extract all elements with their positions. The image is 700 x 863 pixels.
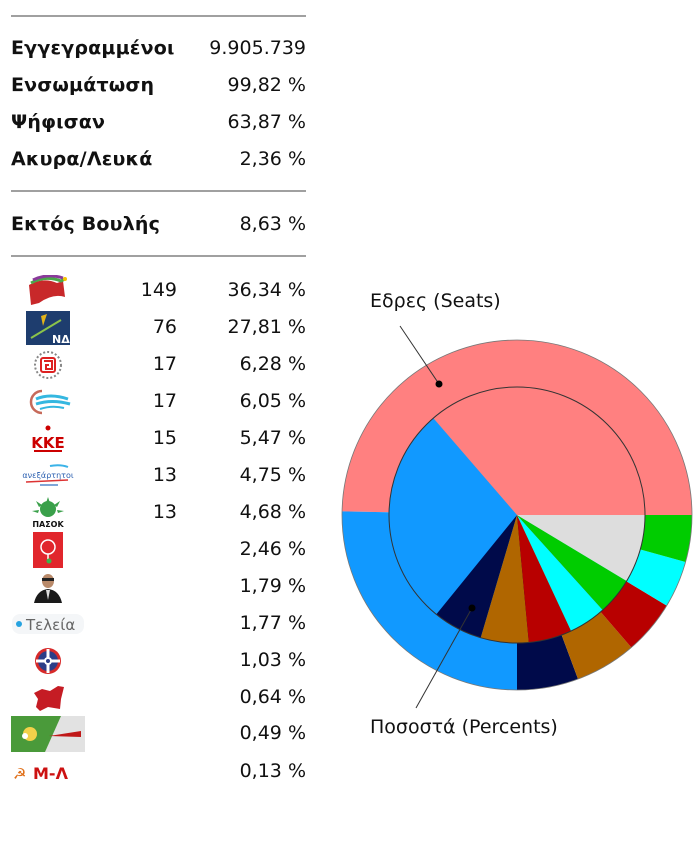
registered-voters-row: Εγγεγραμμένοι 9.905.739: [11, 33, 306, 63]
party-row: ΠΑΣΟΚ 13 4,68 %: [11, 496, 306, 530]
pie-slice: [480, 515, 529, 643]
pie-slice: [517, 515, 627, 610]
party-percent: 2,46 %: [239, 538, 306, 560]
party-percent: 4,75 %: [239, 464, 306, 486]
pie-slice: [433, 387, 646, 515]
outer-circle-outline: [341, 339, 693, 691]
seats-leader-dot: [435, 380, 443, 388]
party-percent: 5,47 %: [239, 427, 306, 449]
pie-slice: [436, 515, 517, 638]
percents-label: Ποσοστά (Percents): [370, 716, 558, 738]
party-row: 1,79 %: [11, 570, 306, 604]
party-percent: 6,05 %: [239, 390, 306, 412]
seats-label: Εδρες (Seats): [370, 290, 501, 312]
svg-text:☭: ☭: [13, 765, 26, 783]
party-percent: 0,13 %: [239, 760, 306, 782]
party-seats: 13: [152, 501, 177, 523]
svg-text:Μ-Λ: Μ-Λ: [33, 764, 69, 783]
party-percent: 0,64 %: [239, 686, 306, 708]
stat-value: 99,82 %: [227, 74, 307, 96]
party-row: ανεξάρτητοι 13 4,75 %: [11, 459, 306, 493]
svg-text:ΝΔ: ΝΔ: [52, 333, 70, 346]
invalid-blank-row: Ακυρα/Λευκά 2,36 %: [11, 144, 306, 174]
pasok-logo-icon: ΠΑΣΟΚ: [11, 496, 85, 530]
portrait-logo-icon: [11, 570, 85, 604]
red-map-logo-icon: [11, 681, 85, 715]
kidiso-logo-icon: [11, 532, 85, 568]
seats-percent-chart: Εδρες (Seats) Ποσοστά (Percents): [330, 270, 700, 770]
party-seats: 13: [152, 464, 177, 486]
party-seats: 76: [152, 316, 177, 338]
party-seats: 15: [152, 427, 177, 449]
svg-text:ΠΑΣΟΚ: ΠΑΣΟΚ: [32, 520, 64, 529]
party-percent: 1,77 %: [239, 612, 306, 634]
party-row: 2,46 %: [11, 532, 306, 568]
party-row: Τελεία 1,77 %: [11, 607, 306, 641]
stat-label: Εκτός Βουλής: [11, 213, 161, 235]
syriza-logo-icon: [11, 274, 85, 308]
party-row: 1,03 %: [11, 644, 306, 678]
pie-slice: [517, 515, 603, 632]
divider-bottom: [11, 255, 306, 257]
potami-logo-icon: [11, 385, 85, 419]
svg-text:Τελεία: Τελεία: [25, 616, 75, 634]
party-seats: 149: [140, 279, 177, 301]
svg-text:ανεξάρτητοι: ανεξάρτητοι: [22, 471, 73, 480]
nd-logo-icon: ΝΔ: [11, 311, 85, 346]
pie-slice: [517, 515, 572, 643]
stat-value: 8,63 %: [239, 213, 306, 235]
svg-text:ΚΚΕ: ΚΚΕ: [31, 434, 65, 452]
party-row: ΚΚΕ 15 5,47 %: [11, 422, 306, 456]
anel-logo-icon: ανεξάρτητοι: [11, 459, 85, 493]
party-row: 17 6,05 %: [11, 385, 306, 419]
party-row: 17 6,28 %: [11, 348, 306, 382]
percents-leader-dot: [468, 604, 476, 612]
pie-slice: [388, 418, 517, 615]
party-percent: 1,03 %: [239, 649, 306, 671]
party-row: 0,64 %: [11, 681, 306, 715]
party-row: ☭ Μ-Λ 0,13 %: [11, 755, 306, 789]
party-percent: 4,68 %: [239, 501, 306, 523]
stat-value: 2,36 %: [239, 148, 306, 170]
inner-circle-outline: [388, 386, 646, 644]
green-flag-logo-icon: [11, 716, 85, 752]
party-seats: 17: [152, 390, 177, 412]
stat-label: Εγγεγραμμένοι: [11, 37, 175, 59]
golden-dawn-logo-icon: [11, 348, 85, 382]
nested-pie-chart: [341, 325, 693, 709]
divider-top: [11, 15, 306, 17]
ml-kke-logo-icon: ☭ Μ-Λ: [11, 755, 85, 789]
seats-leader-line: [399, 325, 440, 385]
stat-label: Ενσωμάτωση: [11, 74, 155, 96]
party-percent: 27,81 %: [227, 316, 307, 338]
party-percent: 36,34 %: [227, 279, 307, 301]
stat-value: 9.905.739: [209, 37, 306, 59]
party-row: 0,49 %: [11, 716, 306, 752]
outside-parliament-row: Εκτός Βουλής 8,63 %: [11, 209, 306, 239]
party-seats: 17: [152, 353, 177, 375]
stat-label: Ψήφισαν: [11, 111, 106, 133]
percents-leader-line: [415, 607, 473, 709]
compass-logo-icon: [11, 644, 85, 678]
stat-label: Ακυρα/Λευκά: [11, 148, 153, 170]
inner-ring-percents: [388, 387, 646, 643]
integration-row: Ενσωμάτωση 99,82 %: [11, 70, 306, 100]
pie-slice: [517, 515, 645, 582]
divider-middle: [11, 190, 306, 192]
party-percent: 1,79 %: [239, 575, 306, 597]
party-row: ΝΔ 76 27,81 %: [11, 311, 307, 346]
kke-logo-icon: ΚΚΕ: [11, 422, 85, 456]
teleia-logo-icon: Τελεία: [11, 607, 85, 641]
party-percent: 0,49 %: [239, 722, 306, 744]
stat-value: 63,87 %: [227, 111, 307, 133]
party-percent: 6,28 %: [239, 353, 306, 375]
turnout-row: Ψήφισαν 63,87 %: [11, 107, 306, 137]
party-row: 149 36,34 %: [11, 274, 306, 308]
